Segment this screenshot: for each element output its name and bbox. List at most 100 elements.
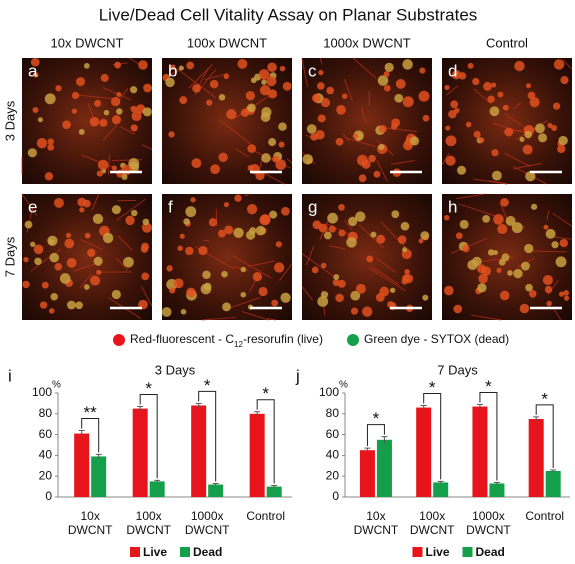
cell — [97, 159, 109, 171]
y-tick-label: 60 — [326, 427, 340, 441]
cell — [111, 205, 121, 215]
y-tick-label: 60 — [39, 427, 53, 441]
cell — [553, 59, 565, 70]
cell — [198, 245, 208, 256]
column-header: Control — [486, 35, 528, 50]
significance-bracket — [366, 424, 385, 447]
cell — [64, 238, 75, 249]
cell — [128, 158, 140, 170]
legend-swatch — [180, 547, 190, 557]
cell — [422, 114, 430, 122]
cell — [218, 152, 228, 163]
cell — [138, 60, 148, 70]
panel-letter: c — [308, 61, 317, 80]
legend-dot-live — [113, 334, 125, 346]
cell — [141, 222, 152, 233]
cell — [41, 281, 49, 289]
column-header: 10x DWCNT — [51, 35, 124, 50]
cell — [389, 287, 396, 293]
cell — [37, 117, 43, 123]
cell — [22, 280, 30, 289]
panel-letter: f — [168, 197, 173, 216]
y-tick-label: 0 — [45, 489, 52, 503]
cell — [335, 293, 344, 303]
cell — [247, 144, 256, 153]
cell — [269, 210, 278, 219]
neurite — [102, 124, 118, 141]
cell — [478, 273, 488, 284]
cell — [323, 231, 332, 240]
neurite — [504, 152, 531, 168]
cell — [178, 65, 184, 71]
cell — [121, 174, 128, 180]
cell — [524, 130, 532, 139]
cell — [496, 267, 502, 273]
cell — [335, 137, 344, 146]
significance-star: ** — [84, 403, 98, 422]
neurite — [552, 212, 573, 227]
chart-title: 7 Days — [437, 362, 478, 377]
cell — [66, 257, 77, 268]
cell — [383, 84, 391, 92]
cell — [206, 99, 213, 106]
cell — [224, 225, 234, 235]
neurite — [141, 144, 153, 150]
cell — [222, 302, 231, 312]
cell — [491, 170, 502, 181]
cell — [538, 133, 548, 143]
cell — [202, 270, 211, 280]
cell — [477, 264, 487, 274]
significance-star: * — [429, 378, 436, 397]
legend-label: Dead — [193, 545, 222, 559]
cell — [47, 143, 55, 151]
cell — [111, 115, 121, 125]
neurite — [343, 79, 354, 102]
x-tick-label: 1000x DWCNT — [466, 509, 511, 537]
cell — [142, 218, 150, 226]
cell — [23, 256, 29, 263]
neurite — [188, 63, 214, 89]
row-label: 7 Days — [2, 236, 17, 277]
significance-star: * — [541, 389, 548, 408]
cell — [96, 269, 102, 275]
cell — [79, 207, 85, 213]
bar — [545, 471, 561, 497]
cell — [278, 141, 285, 148]
cell — [402, 247, 408, 253]
cell — [130, 124, 138, 132]
cell — [62, 120, 71, 130]
cell — [185, 206, 197, 218]
neurite — [232, 255, 272, 279]
cell — [379, 286, 390, 297]
cell — [327, 212, 339, 224]
cell — [317, 82, 325, 90]
cell — [500, 197, 509, 207]
cell — [200, 283, 212, 295]
micrograph — [301, 194, 432, 320]
cell — [279, 65, 286, 72]
cell — [352, 133, 359, 139]
neurite — [441, 152, 450, 166]
neurite — [266, 318, 276, 321]
cell — [223, 201, 230, 208]
cell — [50, 292, 58, 301]
bar — [91, 456, 107, 497]
cell — [271, 299, 279, 307]
cell — [555, 256, 567, 268]
legend-text: -resorufin (live) — [243, 332, 323, 346]
panel-letter: a — [28, 61, 38, 80]
significance-bracket — [139, 394, 158, 479]
cell — [445, 155, 456, 166]
cell — [266, 76, 277, 87]
cell — [223, 73, 230, 80]
cell — [260, 112, 271, 122]
cell — [448, 110, 457, 119]
cell — [489, 106, 500, 117]
bar — [416, 407, 432, 497]
cell — [312, 220, 322, 230]
cell — [90, 275, 101, 286]
neurite — [344, 219, 353, 231]
cell — [83, 63, 90, 69]
cell — [445, 135, 457, 147]
legend-dot-dead — [347, 334, 359, 346]
